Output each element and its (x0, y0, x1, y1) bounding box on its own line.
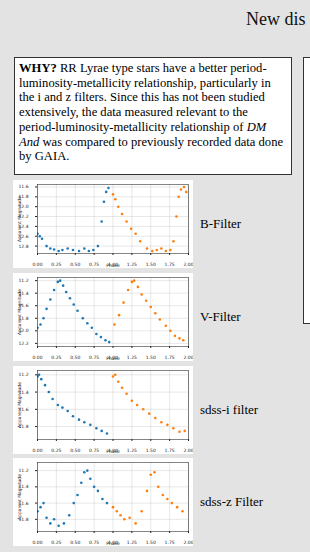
svg-text:0.75: 0.75 (89, 448, 99, 453)
svg-text:2.00: 2.00 (183, 540, 193, 545)
svg-text:12.2: 12.2 (18, 214, 29, 219)
svg-text:0.00: 0.00 (32, 540, 42, 545)
svg-text:0.50: 0.50 (70, 540, 80, 545)
html-text:WHY? RR Lyrae type stars have: WHY? RR Lyrae type stars have a better p… (19, 61, 283, 164)
svg-text:11.2: 11.2 (18, 278, 28, 283)
svg-text:0.00: 0.00 (32, 262, 42, 267)
svg-text:0.50: 0.50 (70, 262, 80, 267)
svg-text:11.4: 11.4 (18, 389, 29, 395)
svg-text:1.75: 1.75 (165, 355, 175, 360)
svg-text:1.50: 1.50 (146, 448, 156, 453)
svg-text:0.00: 0.00 (32, 448, 42, 453)
svg-text:Apparent Magnitude: Apparent Magnitude (17, 196, 22, 242)
svg-text:Apparent Magnitude: Apparent Magnitude (17, 474, 22, 520)
svg-text:12.2: 12.2 (18, 341, 28, 346)
svg-text:11.4: 11.4 (18, 290, 29, 296)
svg-text:11.2: 11.2 (18, 372, 28, 377)
svg-text:0.75: 0.75 (89, 262, 99, 267)
svg-text:1.25: 1.25 (127, 540, 137, 545)
svg-text:1.25: 1.25 (127, 355, 137, 360)
svg-text:11.6: 11.6 (18, 184, 28, 189)
svg-text:0.50: 0.50 (70, 355, 80, 360)
svg-text:11.8: 11.8 (18, 194, 29, 200)
svg-text:1.50: 1.50 (146, 540, 156, 545)
svg-text:Phase: Phase (106, 541, 120, 546)
svg-text:11.6: 11.6 (18, 406, 29, 412)
svg-text:0.25: 0.25 (51, 355, 61, 360)
svg-text:11.4: 11.4 (18, 484, 29, 490)
svg-text:11.6: 11.6 (18, 303, 29, 309)
svg-text:11.8: 11.8 (18, 516, 29, 522)
svg-text:2.00: 2.00 (183, 448, 193, 453)
svg-text:11.8: 11.8 (18, 315, 29, 321)
svg-text:1.75: 1.75 (165, 448, 175, 453)
svg-text:12.4: 12.4 (18, 223, 29, 229)
svg-text:Apparent Magnitude: Apparent Magnitude (17, 289, 22, 335)
html-text:B-Filter: B-Filter (200, 216, 242, 231)
svg-text:11.6: 11.6 (18, 500, 29, 506)
svg-text:11.2: 11.2 (18, 468, 28, 473)
svg-text:0.50: 0.50 (70, 448, 80, 453)
html-text:V-Filter: V-Filter (200, 309, 241, 324)
svg-text:0.75: 0.75 (89, 355, 99, 360)
svg-text:11.8: 11.8 (18, 424, 29, 429)
svg-text:0.25: 0.25 (51, 262, 61, 267)
svg-text:1.75: 1.75 (165, 540, 175, 545)
svg-text:12.6: 12.6 (18, 233, 29, 239)
svg-text:0.25: 0.25 (51, 448, 61, 453)
html-text:sdss-i filter: sdss-i filter (200, 402, 259, 417)
svg-text:1.50: 1.50 (146, 262, 156, 267)
svg-text:Phase: Phase (106, 449, 120, 454)
svg-text:1.25: 1.25 (127, 448, 137, 453)
svg-text:1.50: 1.50 (146, 355, 156, 360)
svg-text:Apparent Magnitude: Apparent Magnitude (17, 382, 22, 428)
svg-text:12.8: 12.8 (18, 244, 28, 249)
svg-text:Phase: Phase (106, 356, 120, 361)
svg-text:12.0: 12.0 (18, 328, 29, 334)
svg-text:12.0: 12.0 (18, 204, 29, 210)
svg-text:0.25: 0.25 (51, 540, 61, 545)
svg-text:Phase: Phase (106, 263, 120, 268)
svg-text:2.00: 2.00 (183, 355, 193, 360)
svg-text:0.75: 0.75 (89, 540, 99, 545)
svg-text:0.00: 0.00 (32, 355, 42, 360)
svg-text:1.75: 1.75 (165, 262, 175, 267)
html-text:New dis: New dis (246, 9, 306, 29)
html-text:sdss-z Filter: sdss-z Filter (200, 494, 264, 509)
svg-text:1.25: 1.25 (127, 262, 137, 267)
svg-text:2.00: 2.00 (183, 262, 193, 267)
